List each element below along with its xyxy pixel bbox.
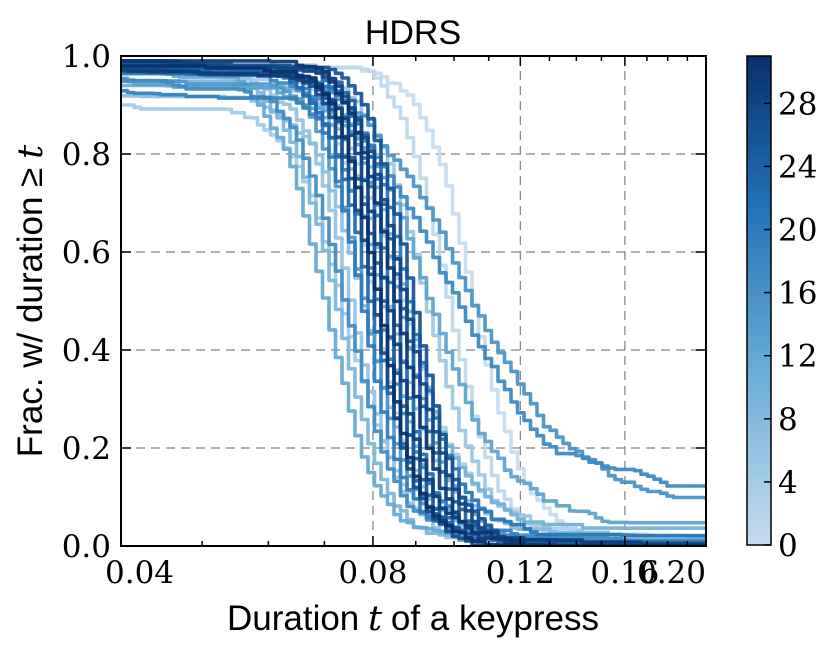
y-axis-label-var: t: [11, 144, 51, 159]
x-axis-label-rest: of a keypress: [391, 599, 599, 638]
x-tick-label: 0.12: [486, 555, 555, 591]
colorbar-ticks: 0 4 8 12 16 20 24 28: [764, 86, 817, 564]
series-line-13: [121, 79, 706, 525]
series-line-17: [121, 78, 706, 543]
colorbar-tick-label: 8: [778, 402, 798, 438]
y-tick-label: 0.8: [62, 137, 111, 173]
colorbar-tick-label: 28: [778, 86, 817, 122]
x-axis-ticks: 0.04 0.08 0.12 0.160.20: [105, 56, 707, 591]
y-axis-ticks: 0.0 0.2 0.4 0.6 0.8 1.0: [62, 39, 706, 565]
series-line-31: [121, 64, 706, 546]
y-tick-label: 0.2: [62, 431, 111, 467]
colorbar: [746, 55, 772, 546]
colorbar-tick-label: 12: [778, 339, 817, 375]
series-line-15: [121, 76, 706, 546]
colorbar-tick-label: 24: [778, 149, 817, 185]
x-tick-label: 0.16: [590, 555, 659, 591]
colorbar-tick-label: 4: [778, 465, 798, 501]
y-tick-label: 0.4: [62, 333, 111, 369]
y-tick-label: 0.0: [62, 529, 111, 565]
x-axis-label-var: t: [368, 599, 383, 639]
x-axis-label-text: Duration: [227, 599, 359, 638]
colorbar-tick-label: 20: [778, 213, 817, 249]
x-axis-label: Duration t of a keypress: [227, 599, 599, 639]
series-lines: [121, 59, 706, 546]
chart-title: HDRS: [365, 14, 461, 52]
series-line-30: [121, 59, 706, 546]
x-tick-label: 0.04: [105, 555, 174, 591]
y-axis-label-text: Frac. w/ duration ≥: [11, 168, 50, 458]
colorbar-tick-label: 16: [778, 276, 817, 312]
colorbar-tick-label: 0: [778, 528, 798, 564]
y-tick-label: 0.6: [62, 235, 111, 271]
x-tick-label: 0.20: [637, 555, 706, 591]
y-axis-label: Frac. w/ duration ≥ t: [11, 144, 51, 457]
y-tick-label: 1.0: [62, 39, 111, 75]
x-tick-label: 0.08: [338, 555, 407, 591]
series-line-29: [121, 68, 706, 546]
plot-frame: [120, 55, 707, 547]
